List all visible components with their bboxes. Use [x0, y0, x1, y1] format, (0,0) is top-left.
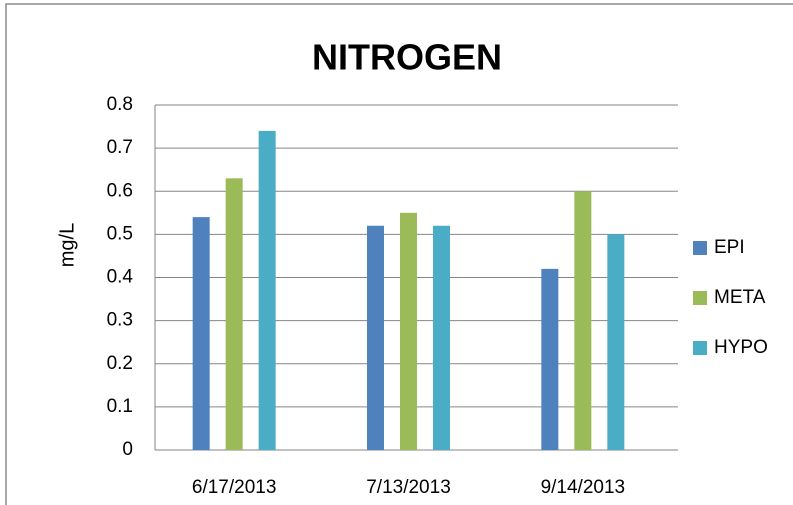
- x-tick-label: 7/13/2013: [366, 477, 451, 498]
- legend-label: HYPO: [714, 337, 768, 358]
- legend-swatch: [693, 291, 707, 305]
- y-tick-label: 0: [122, 439, 133, 460]
- y-tick-label: 0.3: [107, 310, 133, 331]
- legend-label: EPI: [714, 237, 745, 258]
- legend-swatch: [693, 241, 707, 255]
- legend-label: META: [714, 287, 766, 308]
- y-axis-label: mg/L: [56, 223, 78, 267]
- bar: [433, 225, 450, 450]
- y-tick-label: 0.5: [107, 223, 133, 244]
- bar: [258, 130, 276, 450]
- y-tick-label: 0.8: [107, 94, 133, 115]
- y-tick-label: 0.6: [107, 180, 133, 201]
- bar: [192, 217, 210, 450]
- x-tick-label: 6/17/2013: [192, 477, 277, 498]
- y-tick-label: 0.4: [107, 267, 134, 288]
- y-tick-label: 0.1: [107, 396, 133, 417]
- x-tick-label: 9/14/2013: [541, 477, 626, 498]
- bar: [367, 225, 384, 450]
- y-tick-label: 0.2: [107, 353, 133, 374]
- bar: [400, 212, 417, 450]
- bar: [574, 191, 592, 450]
- y-tick-label: 0.7: [107, 137, 133, 158]
- bar: [607, 234, 625, 450]
- chart-frame: [5, 3, 793, 505]
- bar: [541, 268, 559, 450]
- bar: [225, 178, 243, 450]
- legend-swatch: [693, 341, 707, 355]
- chart-title: NITROGEN: [312, 37, 502, 78]
